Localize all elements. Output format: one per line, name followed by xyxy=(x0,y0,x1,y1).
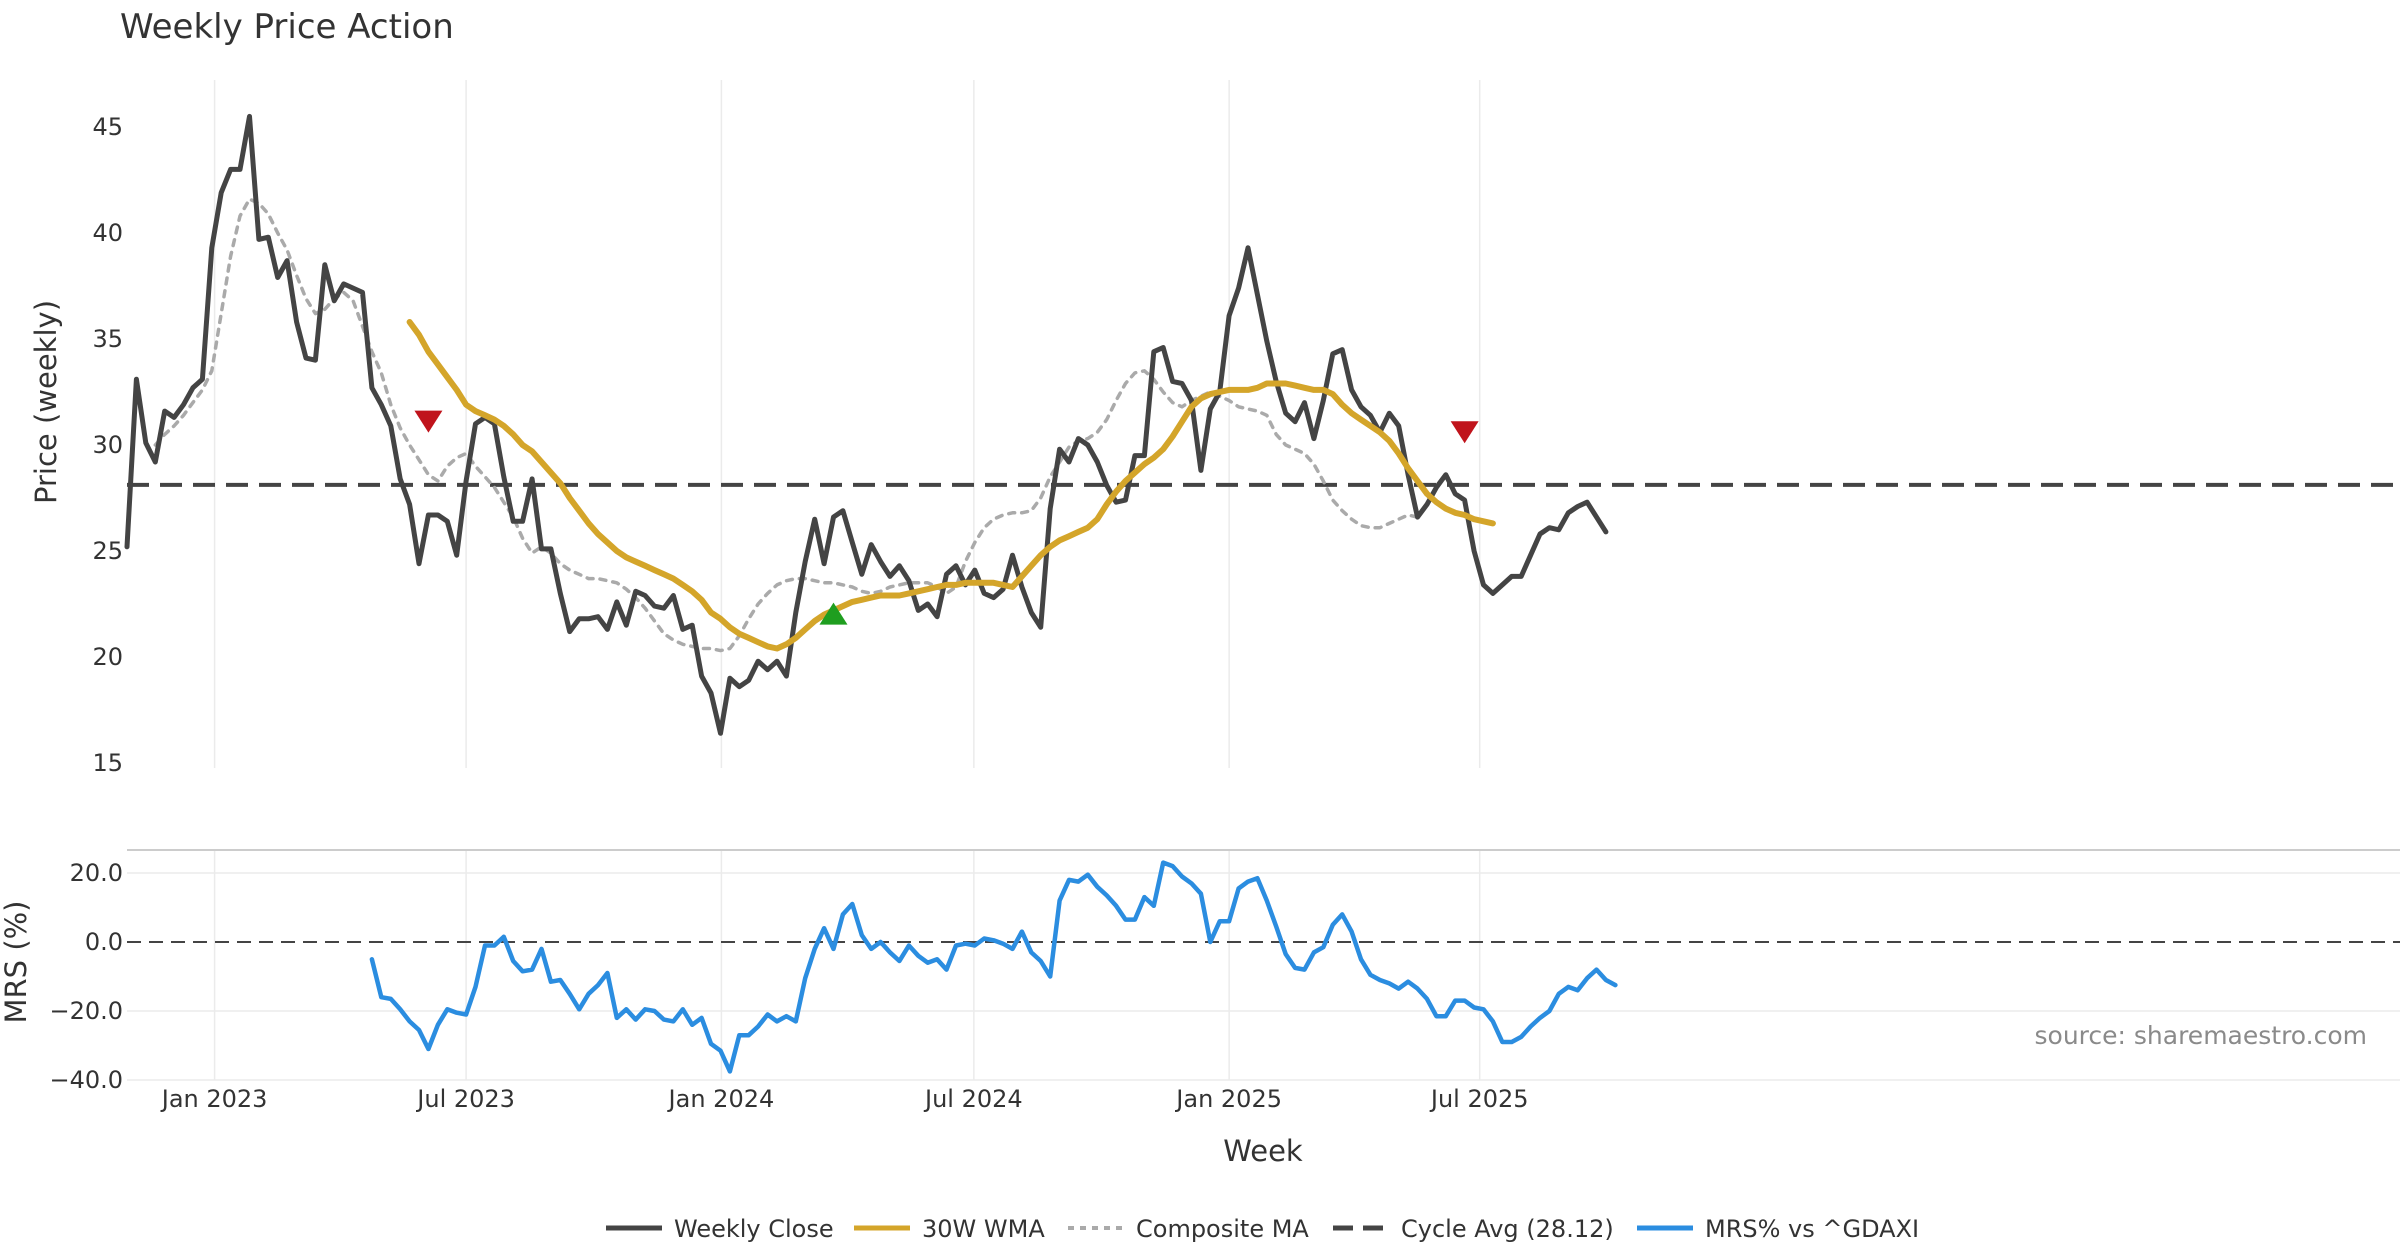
sell-signal-marker xyxy=(414,410,443,433)
legend-label: Weekly Close xyxy=(674,1215,834,1243)
price-y-axis-title: Price (weekly) xyxy=(29,300,63,504)
x-tick-label: Jul 2023 xyxy=(415,1085,515,1113)
mrs-y-tick-label: −40.0 xyxy=(49,1066,123,1094)
buy-signal-marker xyxy=(819,602,848,625)
weekly-close-line xyxy=(124,113,1609,736)
x-tick-label: Jul 2024 xyxy=(923,1085,1023,1113)
x-tick-label: Jan 2025 xyxy=(1174,1085,1282,1113)
mrs-y-axis-title: MRS (%) xyxy=(0,901,33,1024)
mrs-y-tick-label: −20.0 xyxy=(49,997,123,1025)
price-panel xyxy=(124,113,2400,736)
wma-30w-line xyxy=(406,319,1496,652)
price-y-tick-label: 30 xyxy=(92,431,123,459)
gridlines xyxy=(127,80,2400,1081)
price-y-tick-label: 40 xyxy=(92,219,123,247)
x-axis-title: Week xyxy=(1223,1134,1303,1168)
axes: Price (weekly) MRS (%) Week Jan 2023 Jul … xyxy=(0,113,1529,1168)
chart-title: Weekly Price Action xyxy=(120,7,454,47)
price-y-tick-label: 25 xyxy=(92,537,123,565)
composite-ma-line xyxy=(153,197,1420,653)
price-y-tick-label: 35 xyxy=(92,325,123,353)
legend-label: Composite MA xyxy=(1136,1215,1309,1243)
price-y-tick-label: 15 xyxy=(92,749,123,777)
price-y-tick-label: 45 xyxy=(92,113,123,141)
mrs-line xyxy=(369,860,1618,1074)
legend-label: MRS% vs ^GDAXI xyxy=(1705,1215,1919,1243)
legend-label: Cycle Avg (28.12) xyxy=(1401,1215,1614,1243)
mrs-y-tick-label: 20.0 xyxy=(70,859,123,887)
legend: Weekly Close 30W WMA Composite MA Cycle Avg… xyxy=(606,1215,1919,1243)
sell-signal-marker xyxy=(1450,421,1479,444)
mrs-y-tick-label: 0.0 xyxy=(85,928,123,956)
price-y-tick-label: 20 xyxy=(92,643,123,671)
source-label: source: sharemaestro.com xyxy=(2035,1021,2368,1050)
legend-label: 30W WMA xyxy=(922,1215,1045,1243)
x-tick-label: Jul 2025 xyxy=(1429,1085,1529,1113)
x-tick-label: Jan 2023 xyxy=(160,1085,268,1113)
x-tick-label: Jan 2024 xyxy=(667,1085,775,1113)
mrs-panel xyxy=(127,860,2400,1074)
